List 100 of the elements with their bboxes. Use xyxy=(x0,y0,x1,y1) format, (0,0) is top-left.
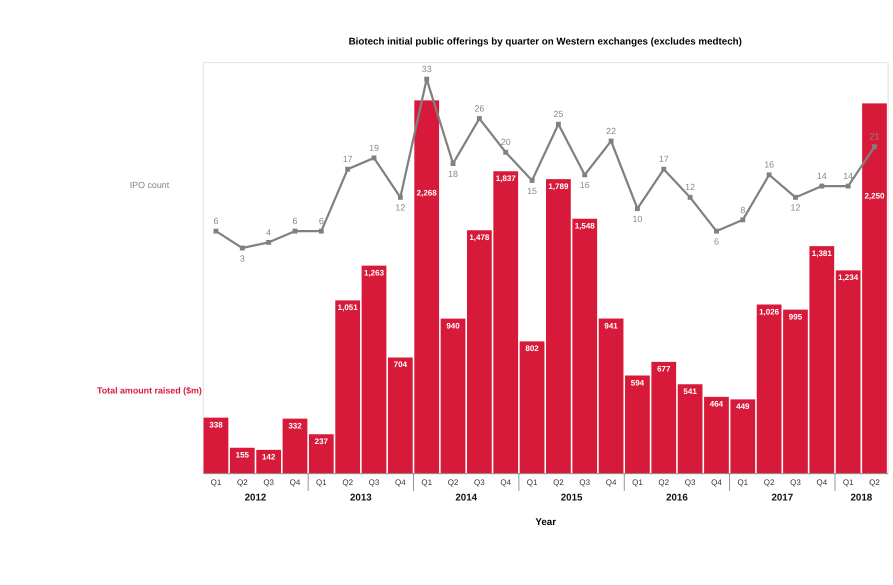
data-label: 6 xyxy=(213,216,218,226)
data-label: 1,234 xyxy=(838,273,859,282)
x-tick-label: Q3 xyxy=(579,478,591,488)
x-tick-label: Q2 xyxy=(448,478,459,488)
data-label: 237 xyxy=(314,437,329,446)
point xyxy=(846,184,851,189)
data-label: 33 xyxy=(422,64,432,74)
data-label: 12 xyxy=(790,202,800,213)
point xyxy=(398,194,403,200)
data-label: 802 xyxy=(525,344,540,354)
data-label: 16 xyxy=(764,160,774,170)
data-label: 995 xyxy=(788,312,803,322)
point xyxy=(714,228,719,234)
x-tick-label: Q2 xyxy=(553,478,564,488)
data-label: 6 xyxy=(292,216,298,226)
x-tick-label: Q1 xyxy=(632,478,644,488)
x-tick-label: Q2 xyxy=(764,478,776,488)
data-label: 1,026 xyxy=(759,307,780,316)
x-tick-label: Q3 xyxy=(790,478,802,488)
text: IPO count xyxy=(130,180,170,190)
x-tick-label: Q4 xyxy=(395,478,406,488)
x-tick-label: Q4 xyxy=(816,478,828,488)
text: 2014 xyxy=(455,492,478,504)
data-label: 20 xyxy=(500,137,511,148)
x-axis-title: Year xyxy=(535,517,556,528)
x-tick-label: Q4 xyxy=(711,478,722,488)
text: 2013 xyxy=(350,492,372,504)
text: 2017 xyxy=(771,492,794,504)
x-tick-label: Q2 xyxy=(342,478,354,488)
data-label: 6 xyxy=(318,216,324,226)
point xyxy=(688,194,693,200)
point xyxy=(372,156,376,160)
x-tick-label: Q1 xyxy=(737,478,749,488)
point xyxy=(556,122,561,127)
data-label: 26 xyxy=(474,103,484,114)
x-tick-label: Q4 xyxy=(606,478,617,488)
data-label: 10 xyxy=(632,214,642,224)
x-tick-label: Q1 xyxy=(316,478,328,488)
x-tick-label: Q3 xyxy=(684,478,696,488)
data-label: 1,789 xyxy=(548,182,569,191)
x-tick-label: Q3 xyxy=(263,478,275,488)
point xyxy=(240,246,245,250)
data-label: 332 xyxy=(288,421,302,430)
x-tick-label: Q1 xyxy=(842,478,854,488)
data-label: 17 xyxy=(658,154,669,164)
data-label: 14 xyxy=(816,170,827,181)
data-label: 449 xyxy=(736,402,750,412)
data-label: 1,381 xyxy=(812,248,832,258)
point xyxy=(582,172,588,178)
chart-title: Biotech initial public offerings by quarter on Western exchanges (excludes medtech) xyxy=(348,36,742,48)
data-label: 677 xyxy=(657,364,671,374)
point xyxy=(214,228,218,234)
point xyxy=(266,240,272,245)
point xyxy=(634,206,640,212)
point xyxy=(740,217,746,222)
x-tick-label: Q2 xyxy=(869,478,880,488)
data-label: 3 xyxy=(240,253,245,264)
point xyxy=(476,116,482,121)
text: Total amount raised ($m) xyxy=(96,386,202,396)
data-label: 19 xyxy=(369,142,380,153)
data-label: 8 xyxy=(740,204,746,215)
text: 2016 xyxy=(666,492,688,504)
point xyxy=(450,161,456,166)
data-label: 338 xyxy=(209,420,224,430)
data-label: 940 xyxy=(446,321,460,330)
point xyxy=(530,178,534,183)
text: 2015 xyxy=(560,492,583,504)
data-label: 1,548 xyxy=(574,222,596,231)
x-tick-label: Q1 xyxy=(421,478,433,488)
data-label: 464 xyxy=(710,400,724,409)
point xyxy=(872,144,877,150)
point xyxy=(793,194,798,200)
data-label: 17 xyxy=(342,154,353,164)
x-tick-label: Q2 xyxy=(236,478,248,488)
point xyxy=(345,166,350,172)
data-label: 25 xyxy=(553,109,564,120)
text: 2012 xyxy=(244,492,267,504)
data-label: 15 xyxy=(527,186,538,196)
data-label: 16 xyxy=(580,180,590,190)
point xyxy=(318,228,324,234)
data-label: 594 xyxy=(630,378,645,388)
data-label: 704 xyxy=(394,360,408,370)
point xyxy=(424,76,430,82)
data-label: 4 xyxy=(266,227,272,238)
data-label: 6 xyxy=(714,236,719,246)
data-label: 2,268 xyxy=(416,188,438,198)
x-tick-label: Q2 xyxy=(658,478,670,488)
data-label: 18 xyxy=(448,168,458,179)
point xyxy=(503,150,508,155)
data-label: 1,263 xyxy=(364,268,385,278)
x-tick-label: Q1 xyxy=(526,478,538,488)
x-tick-label: Q4 xyxy=(290,478,301,488)
x-tick-label: Q3 xyxy=(368,478,380,488)
data-label: 1,478 xyxy=(469,233,490,242)
data-label: 1,837 xyxy=(496,174,516,184)
data-label: 21 xyxy=(870,132,880,142)
data-label: 22 xyxy=(606,126,616,136)
x-tick-label: Q3 xyxy=(474,478,486,488)
data-label: 14 xyxy=(843,170,854,181)
point xyxy=(292,228,298,234)
